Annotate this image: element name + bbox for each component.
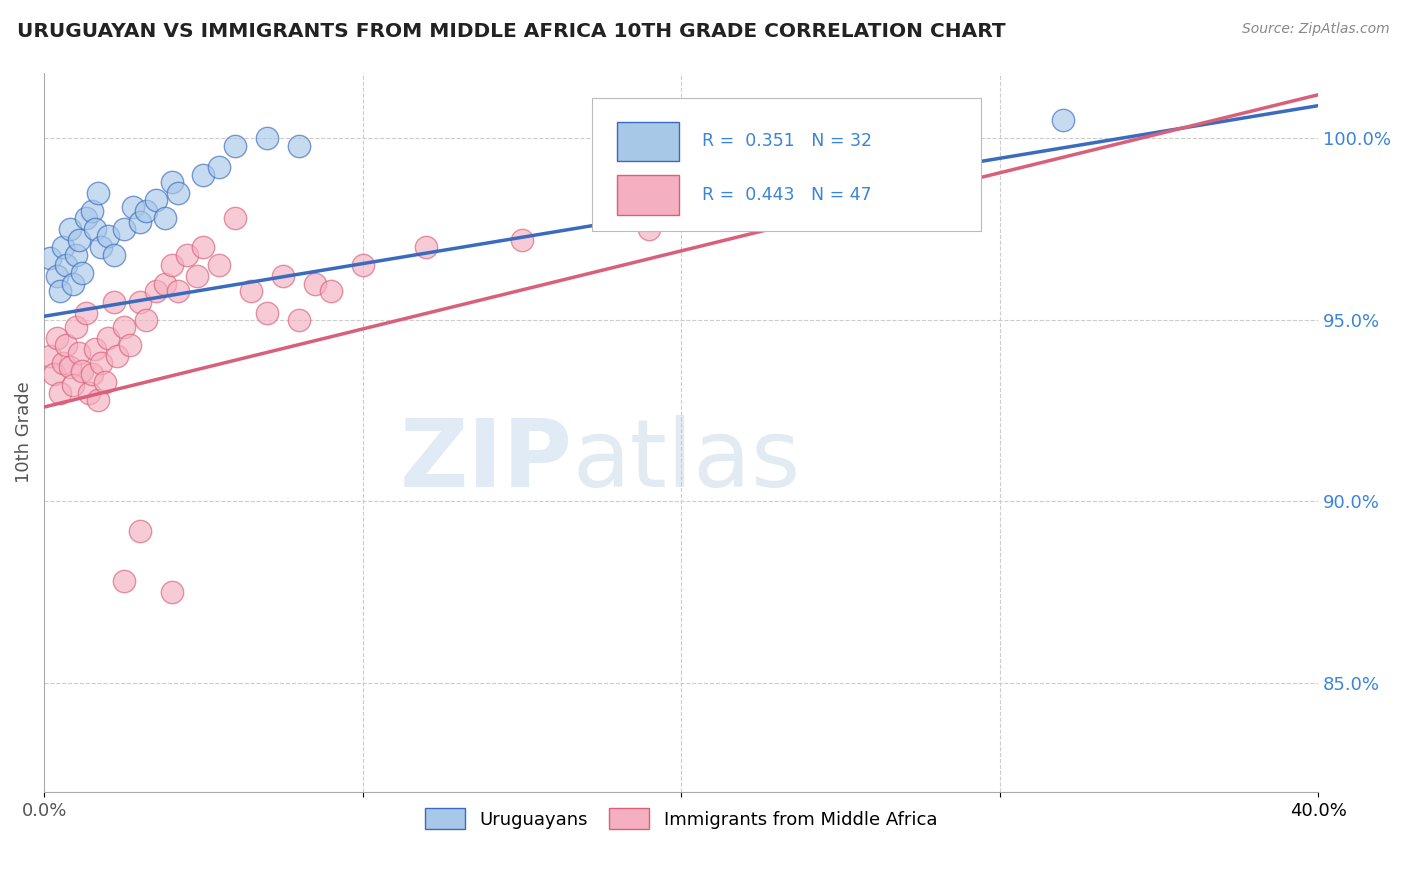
Point — [55, 338, 77, 352]
Point — [45, 331, 67, 345]
Point — [87, 392, 110, 407]
Point — [288, 313, 311, 327]
Point — [112, 222, 135, 236]
Point — [67, 345, 90, 359]
Point — [72, 266, 94, 280]
Point — [87, 186, 110, 200]
Point — [160, 259, 183, 273]
Point — [103, 247, 125, 261]
Point — [122, 200, 145, 214]
Point — [77, 385, 100, 400]
Point — [167, 284, 190, 298]
Point — [62, 277, 84, 291]
Point — [240, 284, 263, 298]
Point — [58, 222, 80, 236]
Point — [1052, 113, 1074, 128]
Point — [52, 240, 75, 254]
Point — [176, 247, 198, 261]
Point — [39, 251, 62, 265]
Text: R =  0.443   N = 47: R = 0.443 N = 47 — [702, 186, 872, 204]
Point — [72, 364, 94, 378]
Point — [128, 294, 150, 309]
Point — [93, 375, 115, 389]
Point — [49, 385, 72, 400]
Point — [55, 259, 77, 273]
Point — [288, 138, 311, 153]
Point — [97, 331, 120, 345]
Point — [193, 240, 215, 254]
Point — [193, 168, 215, 182]
Point — [97, 229, 120, 244]
Point — [319, 284, 342, 298]
Point — [58, 360, 80, 375]
Point — [103, 294, 125, 309]
Point — [128, 215, 150, 229]
Point — [75, 305, 97, 319]
Point — [256, 305, 278, 319]
Point — [75, 211, 97, 226]
Point — [208, 161, 231, 175]
Point — [224, 138, 246, 153]
Text: atlas: atlas — [572, 416, 801, 508]
Point — [135, 204, 157, 219]
Point — [153, 211, 176, 226]
Point — [145, 284, 167, 298]
Point — [160, 585, 183, 599]
Text: URUGUAYAN VS IMMIGRANTS FROM MIDDLE AFRICA 10TH GRADE CORRELATION CHART: URUGUAYAN VS IMMIGRANTS FROM MIDDLE AFRI… — [17, 22, 1005, 41]
Point — [186, 269, 208, 284]
Point — [638, 222, 661, 236]
Point — [167, 186, 190, 200]
Point — [62, 378, 84, 392]
Point — [105, 349, 128, 363]
FancyBboxPatch shape — [592, 98, 980, 231]
Point — [80, 368, 103, 382]
Text: R =  0.351   N = 32: R = 0.351 N = 32 — [702, 132, 872, 150]
Point — [510, 233, 533, 247]
Point — [153, 277, 176, 291]
Point — [304, 277, 326, 291]
Legend: Uruguayans, Immigrants from Middle Africa: Uruguayans, Immigrants from Middle Afric… — [420, 803, 942, 835]
Point — [65, 320, 87, 334]
Point — [49, 284, 72, 298]
FancyBboxPatch shape — [617, 176, 679, 215]
Point — [120, 338, 142, 352]
Point — [160, 175, 183, 189]
Point — [128, 524, 150, 538]
FancyBboxPatch shape — [617, 121, 679, 161]
Text: Source: ZipAtlas.com: Source: ZipAtlas.com — [1241, 22, 1389, 37]
Point — [208, 259, 231, 273]
Point — [84, 342, 107, 356]
Point — [112, 574, 135, 589]
Text: ZIP: ZIP — [399, 416, 572, 508]
Point — [45, 269, 67, 284]
Point — [52, 356, 75, 370]
Point — [271, 269, 294, 284]
Point — [65, 247, 87, 261]
Point — [80, 204, 103, 219]
Point — [352, 259, 374, 273]
Point — [84, 222, 107, 236]
Point — [135, 313, 157, 327]
Y-axis label: 10th Grade: 10th Grade — [15, 382, 32, 483]
Point — [90, 240, 112, 254]
Point — [415, 240, 437, 254]
Point — [669, 196, 692, 211]
Point — [224, 211, 246, 226]
Point — [42, 368, 65, 382]
Point — [112, 320, 135, 334]
Point — [256, 131, 278, 145]
Point — [39, 349, 62, 363]
Point — [67, 233, 90, 247]
Point — [145, 193, 167, 207]
Point — [90, 356, 112, 370]
